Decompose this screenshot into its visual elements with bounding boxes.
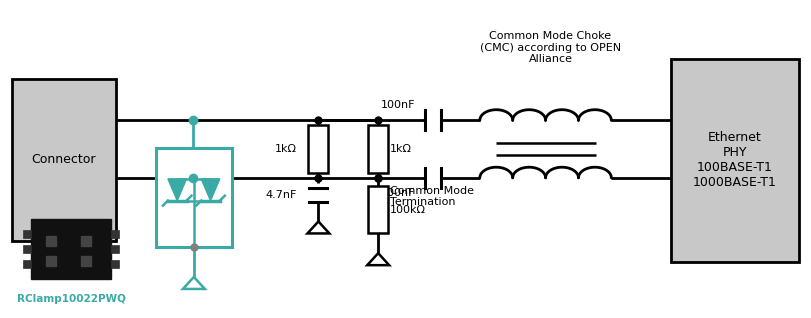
- Polygon shape: [201, 179, 220, 201]
- Bar: [308, 125, 328, 173]
- Bar: [672, 59, 799, 262]
- Bar: [368, 125, 388, 173]
- Text: Common Mode
Termination: Common Mode Termination: [390, 186, 474, 207]
- Text: 1kΩ: 1kΩ: [274, 144, 297, 154]
- Text: Connector: Connector: [31, 154, 96, 167]
- Text: Common Mode Choke
(CMC) according to OPEN
Alliance: Common Mode Choke (CMC) according to OPE…: [480, 31, 621, 64]
- Bar: [111, 230, 119, 238]
- Bar: [111, 245, 119, 253]
- Text: RClamp10022PWQ: RClamp10022PWQ: [17, 294, 126, 304]
- Text: 4.7nF: 4.7nF: [265, 190, 297, 200]
- Bar: [111, 260, 119, 268]
- Text: 100nF: 100nF: [381, 100, 415, 110]
- Text: 1kΩ: 1kΩ: [390, 144, 412, 154]
- Bar: [11, 79, 116, 241]
- Bar: [32, 219, 111, 279]
- Text: 100kΩ: 100kΩ: [390, 204, 426, 215]
- Bar: [24, 245, 32, 253]
- Bar: [24, 230, 32, 238]
- Text: Ethernet
PHY
100BASE-T1
1000BASE-T1: Ethernet PHY 100BASE-T1 1000BASE-T1: [693, 131, 777, 189]
- Bar: [368, 186, 388, 233]
- Polygon shape: [168, 179, 187, 201]
- Bar: [156, 148, 232, 247]
- Text: 100nF: 100nF: [381, 188, 415, 198]
- Bar: [24, 260, 32, 268]
